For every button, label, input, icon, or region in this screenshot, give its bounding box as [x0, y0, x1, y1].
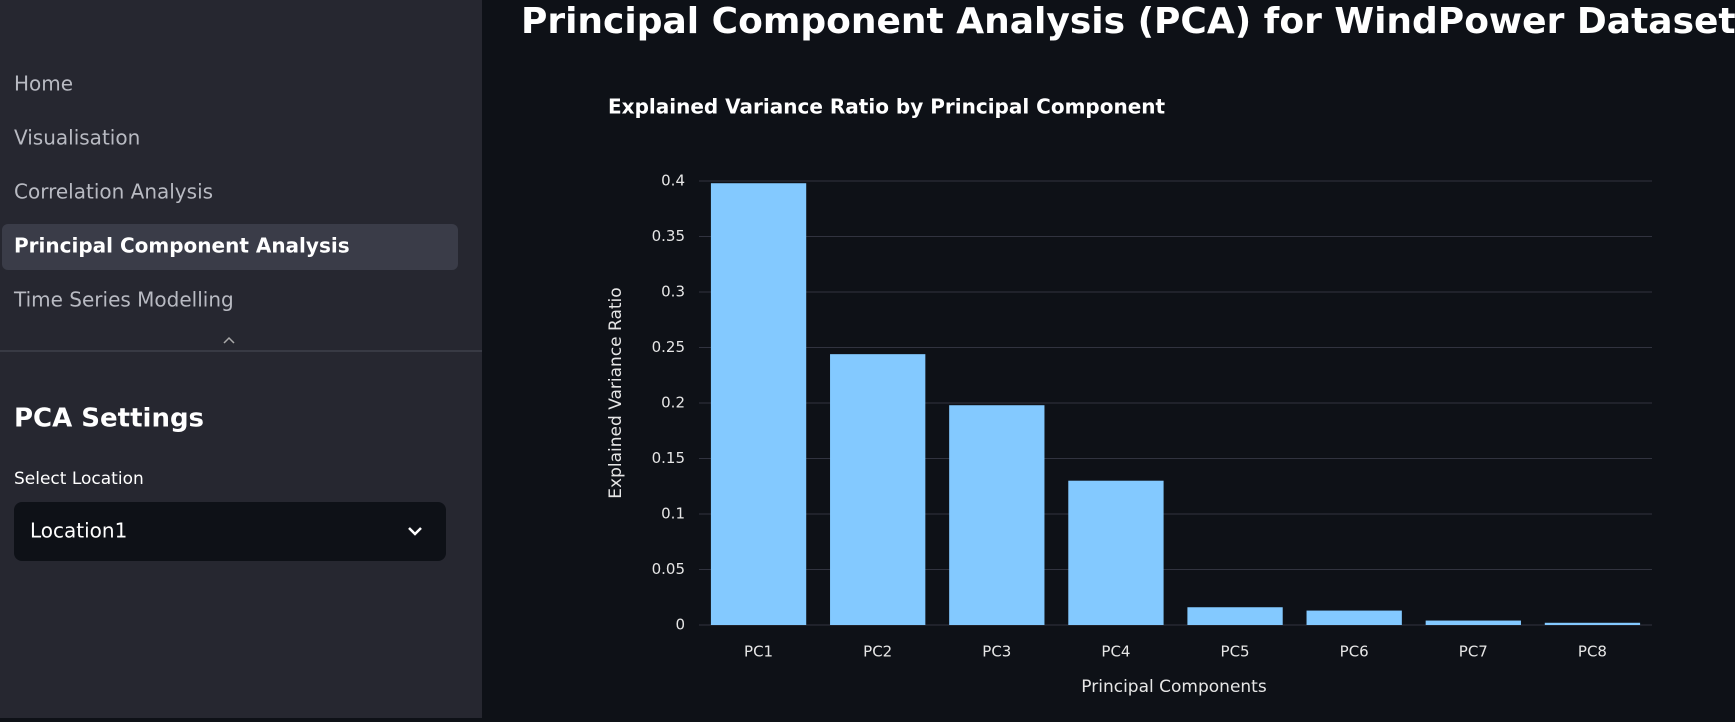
x-tick-label: PC7: [1459, 643, 1488, 661]
bar: [710, 183, 807, 625]
y-axis-title: Explained Variance Ratio: [606, 287, 626, 498]
bar: [1306, 610, 1402, 625]
y-tick-label: 0.35: [652, 227, 685, 245]
select-value: Location1: [30, 519, 127, 543]
bar: [1187, 607, 1283, 625]
nav-active-bg: [2, 224, 458, 270]
y-tick-label: 0.3: [661, 283, 685, 301]
nav-item[interactable]: Time Series Modelling: [13, 288, 234, 312]
nav-item[interactable]: Correlation Analysis: [14, 180, 213, 204]
bar: [949, 405, 1045, 625]
y-tick-label: 0: [675, 616, 685, 634]
y-tick-label: 0.2: [661, 394, 685, 412]
collapse-caret[interactable]: [223, 336, 235, 344]
x-tick-label: PC1: [744, 643, 773, 661]
y-tick-label: 0.4: [661, 172, 685, 190]
select-box[interactable]: [14, 502, 446, 561]
settings-title: PCA Settings: [14, 404, 204, 434]
x-tick-label: PC5: [1221, 643, 1250, 661]
y-tick-label: 0.15: [652, 449, 685, 467]
y-tick-label: 0.05: [652, 560, 685, 578]
y-tick-label: 0.25: [652, 338, 685, 356]
nav-item-active[interactable]: Principal Component Analysis: [14, 234, 350, 258]
x-tick-label: PC8: [1578, 643, 1607, 661]
bar: [1068, 480, 1164, 625]
chart-title: Explained Variance Ratio by Principal Co…: [608, 95, 1166, 119]
select-label: Select Location: [14, 469, 144, 489]
nav-item[interactable]: Home: [14, 72, 73, 96]
bar: [1425, 620, 1521, 625]
x-tick-label: PC3: [982, 643, 1011, 661]
sidebar: [0, 0, 482, 718]
bar: [1544, 622, 1641, 625]
y-tick-label: 0.1: [661, 505, 685, 523]
x-tick-label: PC2: [863, 643, 892, 661]
page-title: Principal Component Analysis (PCA) for W…: [521, 1, 1735, 42]
nav-item[interactable]: Visualisation: [14, 126, 140, 150]
select-chevron: [408, 527, 422, 536]
bar: [830, 354, 926, 625]
x-axis-title: Principal Components: [1081, 677, 1267, 697]
x-tick-label: PC4: [1101, 643, 1130, 661]
x-tick-label: PC6: [1340, 643, 1369, 661]
